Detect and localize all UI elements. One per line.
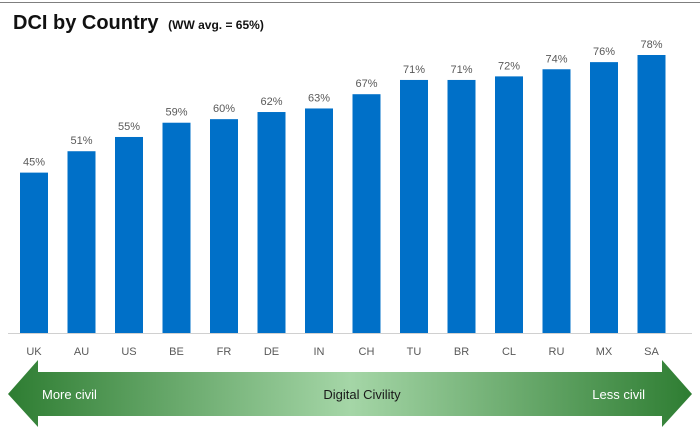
bar-tu	[400, 79, 428, 333]
x-tick-uk: UK	[26, 346, 42, 358]
bar-uk	[20, 172, 48, 333]
data-label-us: 55%	[118, 121, 140, 133]
civility-arrow-shape	[8, 360, 692, 427]
data-label-sa: 78%	[640, 39, 662, 51]
data-label-tu: 71%	[403, 64, 425, 76]
x-tick-ch: CH	[359, 346, 375, 358]
x-tick-de: DE	[264, 346, 279, 358]
x-tick-us: US	[121, 346, 136, 358]
x-tick-in: IN	[314, 346, 325, 358]
bar-sa	[637, 55, 666, 333]
x-tick-cl: CL	[502, 346, 516, 358]
bar-br	[447, 79, 476, 333]
top-rule	[0, 2, 700, 3]
x-tick-tu: TU	[407, 346, 422, 358]
data-label-uk: 45%	[23, 157, 45, 169]
data-label-cl: 72%	[498, 60, 520, 72]
data-label-ru: 74%	[545, 53, 567, 65]
x-tick-fr: FR	[217, 346, 232, 358]
data-label-fr: 60%	[213, 103, 235, 115]
bar-us	[115, 136, 143, 333]
data-label-br: 71%	[450, 64, 472, 76]
title-subtitle: (WW avg. = 65%)	[168, 18, 264, 32]
data-label-de: 62%	[260, 96, 282, 108]
x-tick-au: AU	[74, 346, 89, 358]
bar-au	[67, 151, 96, 333]
x-tick-br: BR	[454, 346, 469, 358]
data-label-au: 51%	[70, 135, 92, 147]
arrow-center-label: Digital Civility	[323, 387, 401, 402]
data-label-ch: 67%	[355, 78, 377, 90]
civility-arrow: More civil Digital Civility Less civil	[8, 360, 692, 427]
bar-ru	[542, 69, 571, 333]
bar-fr	[210, 119, 238, 334]
bar-de	[257, 112, 286, 334]
bar-in	[305, 108, 333, 333]
bar-cl	[495, 76, 523, 333]
x-tick-sa: SA	[644, 346, 659, 358]
title-text: DCI by Country	[13, 12, 159, 34]
data-label-be: 59%	[165, 107, 187, 119]
bar-be	[162, 122, 191, 333]
data-label-in: 63%	[308, 92, 330, 104]
chart-title: DCI by Country (WW avg. = 65%)	[13, 12, 264, 35]
x-tick-ru: RU	[549, 346, 565, 358]
data-label-mx: 76%	[593, 46, 615, 58]
bar-mx	[590, 62, 618, 333]
bar-ch	[352, 94, 381, 333]
x-tick-be: BE	[169, 346, 184, 358]
arrow-right-label: Less civil	[592, 387, 645, 402]
arrow-left-label: More civil	[42, 387, 97, 402]
x-tick-mx: MX	[596, 346, 613, 358]
